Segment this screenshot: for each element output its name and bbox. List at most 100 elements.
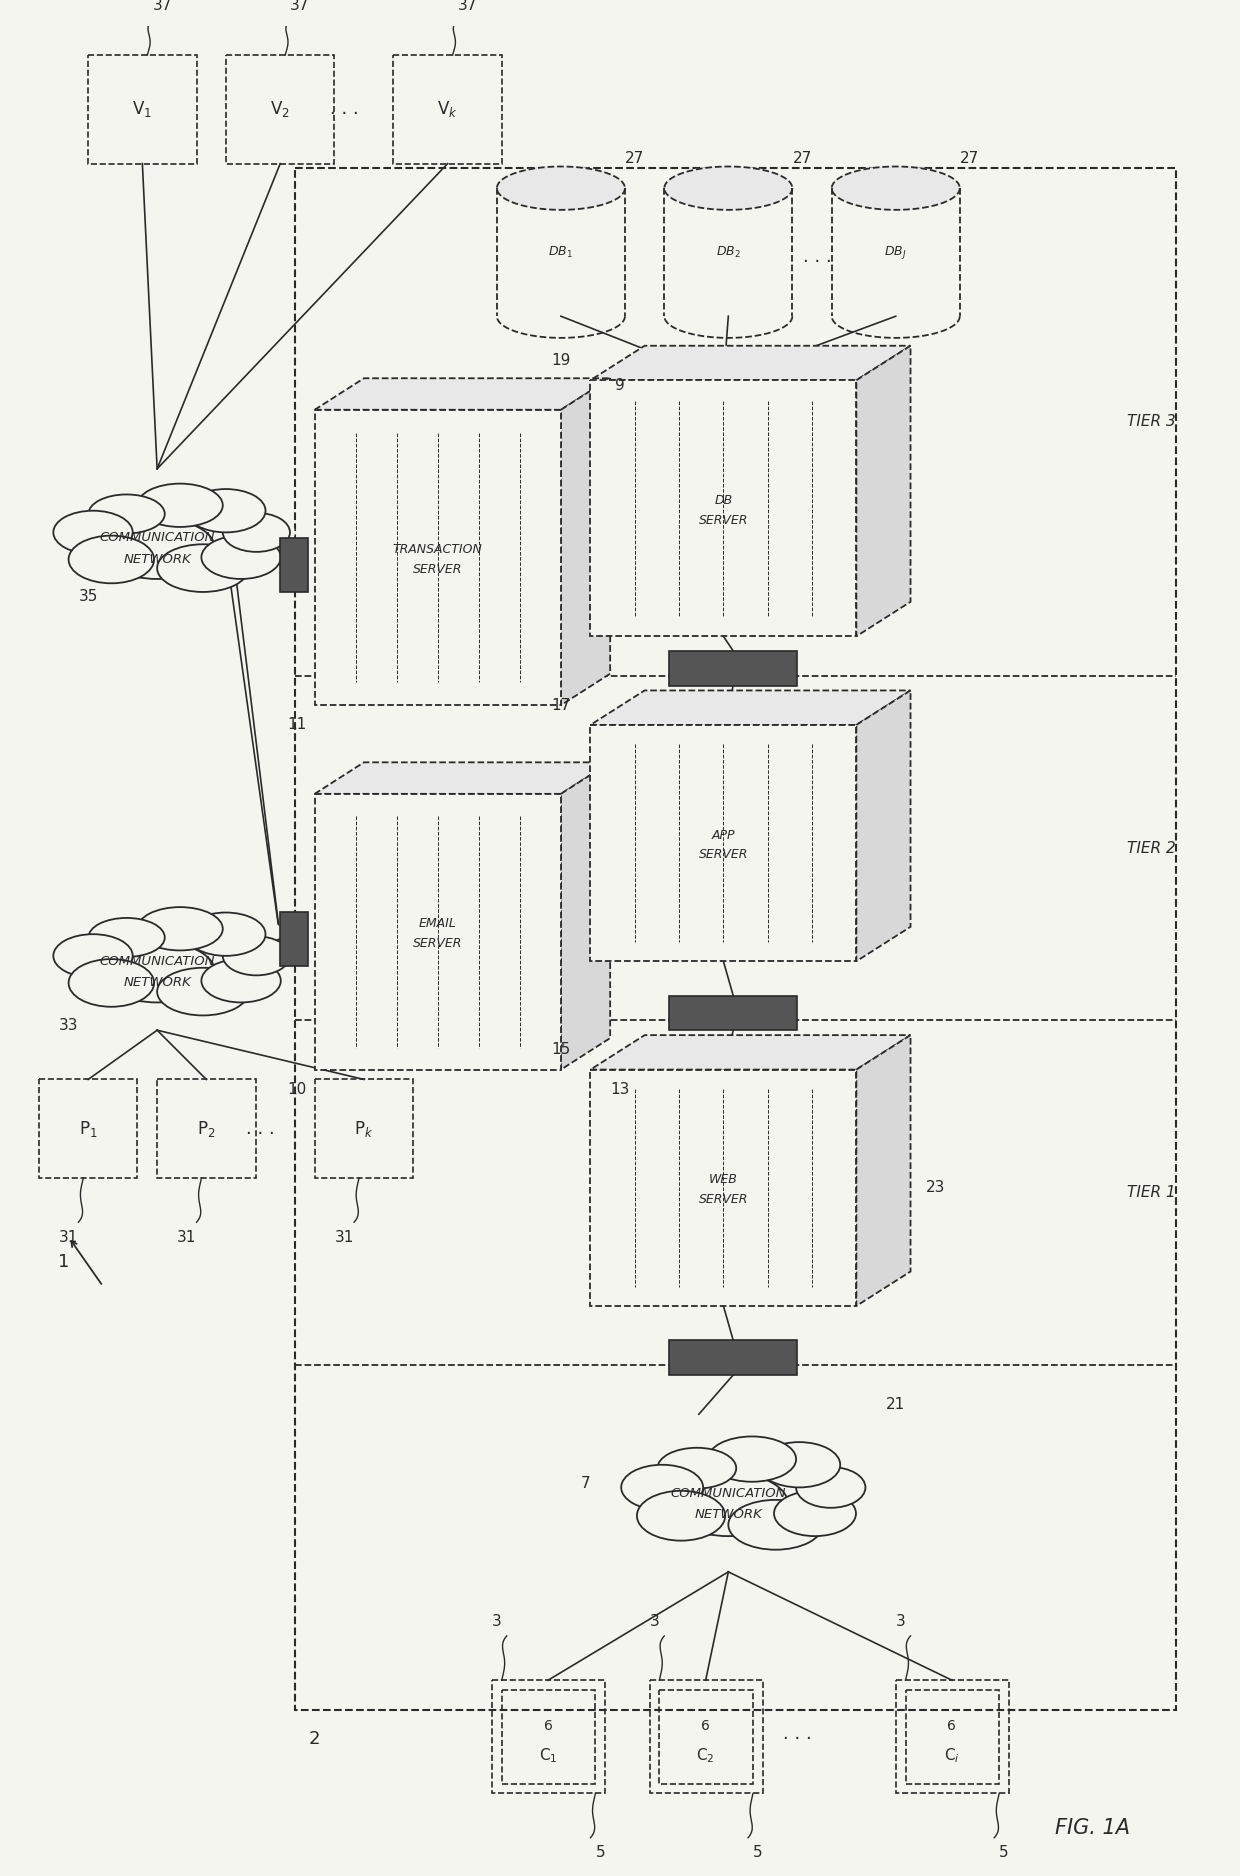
Text: DB$_J$: DB$_J$: [884, 244, 908, 261]
Text: DB: DB: [714, 493, 733, 507]
Text: 27: 27: [792, 152, 812, 167]
Text: 6: 6: [947, 1720, 956, 1733]
Bar: [660, 1690, 753, 1784]
Text: 37: 37: [458, 0, 477, 13]
Text: 27: 27: [960, 152, 980, 167]
Ellipse shape: [186, 912, 265, 957]
Text: 1: 1: [58, 1253, 69, 1270]
Bar: [670, 651, 797, 685]
Text: 31: 31: [58, 1229, 78, 1244]
Text: 31: 31: [177, 1229, 196, 1244]
Text: TIER 1: TIER 1: [1127, 1186, 1177, 1201]
Text: 5: 5: [595, 1844, 605, 1859]
Bar: [38, 1079, 138, 1178]
Text: V$_2$: V$_2$: [270, 99, 290, 120]
Text: SERVER: SERVER: [698, 1193, 748, 1206]
Text: 9: 9: [615, 377, 625, 392]
Text: V$_1$: V$_1$: [133, 99, 153, 120]
Text: 37: 37: [153, 0, 172, 13]
Ellipse shape: [657, 1448, 737, 1488]
Ellipse shape: [708, 1437, 796, 1482]
Text: 17: 17: [552, 698, 570, 713]
Text: . . .: . . .: [330, 101, 358, 118]
Polygon shape: [590, 1036, 910, 1069]
Polygon shape: [832, 188, 960, 317]
Text: FIG. 1A: FIG. 1A: [1055, 1818, 1130, 1838]
Text: 25: 25: [537, 413, 556, 428]
Polygon shape: [497, 188, 625, 317]
Ellipse shape: [88, 917, 165, 957]
Bar: [295, 169, 1177, 1709]
Bar: [670, 996, 797, 1030]
Ellipse shape: [138, 908, 223, 951]
Ellipse shape: [201, 959, 280, 1002]
Polygon shape: [857, 690, 910, 961]
Polygon shape: [315, 379, 610, 409]
Ellipse shape: [157, 544, 249, 593]
Polygon shape: [590, 345, 910, 381]
Text: 19: 19: [552, 353, 570, 368]
Polygon shape: [665, 188, 792, 317]
Text: TIER 2: TIER 2: [1127, 840, 1177, 855]
Bar: [280, 912, 308, 966]
Text: TIER 3: TIER 3: [1127, 415, 1177, 430]
Text: . . .: . . .: [782, 1726, 812, 1743]
Text: 31: 31: [335, 1229, 353, 1244]
Text: 15: 15: [552, 1043, 570, 1058]
Ellipse shape: [53, 510, 133, 553]
Text: NETWORK: NETWORK: [123, 976, 191, 989]
Text: 21: 21: [887, 1398, 905, 1413]
Polygon shape: [665, 167, 792, 210]
Text: APP: APP: [712, 829, 735, 842]
Ellipse shape: [186, 490, 265, 533]
Text: 2: 2: [309, 1730, 320, 1748]
Bar: [895, 1681, 1009, 1793]
Polygon shape: [560, 762, 610, 1069]
Text: COMMUNICATION: COMMUNICATION: [671, 1486, 786, 1499]
Bar: [650, 1681, 763, 1793]
Text: . . .: . . .: [802, 248, 831, 266]
Bar: [590, 1069, 857, 1306]
Text: NETWORK: NETWORK: [123, 553, 191, 567]
Text: C$_2$: C$_2$: [697, 1747, 715, 1765]
Ellipse shape: [668, 1473, 789, 1536]
Text: 27: 27: [625, 152, 645, 167]
Text: SERVER: SERVER: [413, 563, 463, 576]
Ellipse shape: [66, 897, 295, 1015]
Bar: [502, 1690, 595, 1784]
Text: 33: 33: [58, 1019, 78, 1034]
Polygon shape: [497, 167, 625, 210]
Bar: [315, 794, 560, 1069]
Text: EMAIL: EMAIL: [419, 917, 456, 930]
Bar: [157, 1079, 255, 1178]
Ellipse shape: [774, 1491, 856, 1536]
Text: 11: 11: [288, 717, 306, 732]
Text: C$_i$: C$_i$: [944, 1747, 960, 1765]
Text: SERVER: SERVER: [698, 848, 748, 861]
Ellipse shape: [68, 959, 154, 1007]
Bar: [590, 724, 857, 961]
Bar: [226, 54, 335, 163]
Ellipse shape: [66, 473, 295, 593]
Text: P$_1$: P$_1$: [79, 1118, 98, 1139]
Ellipse shape: [88, 495, 165, 533]
Text: 23: 23: [925, 1180, 945, 1195]
Text: V$_k$: V$_k$: [438, 99, 458, 120]
Ellipse shape: [53, 934, 133, 977]
Text: 5: 5: [753, 1844, 763, 1859]
Text: 35: 35: [78, 589, 98, 604]
Text: NETWORK: NETWORK: [694, 1508, 763, 1521]
Ellipse shape: [728, 1501, 823, 1550]
Text: 6: 6: [702, 1720, 711, 1733]
Polygon shape: [560, 379, 610, 705]
Text: 3: 3: [895, 1613, 905, 1628]
Ellipse shape: [138, 484, 223, 527]
Bar: [590, 381, 857, 636]
Ellipse shape: [621, 1465, 703, 1510]
Polygon shape: [857, 345, 910, 636]
Text: COMMUNICATION: COMMUNICATION: [99, 955, 215, 968]
Ellipse shape: [201, 537, 280, 580]
Text: 3: 3: [650, 1613, 660, 1628]
Text: . . .: . . .: [247, 1120, 275, 1137]
Text: 10: 10: [288, 1082, 306, 1097]
